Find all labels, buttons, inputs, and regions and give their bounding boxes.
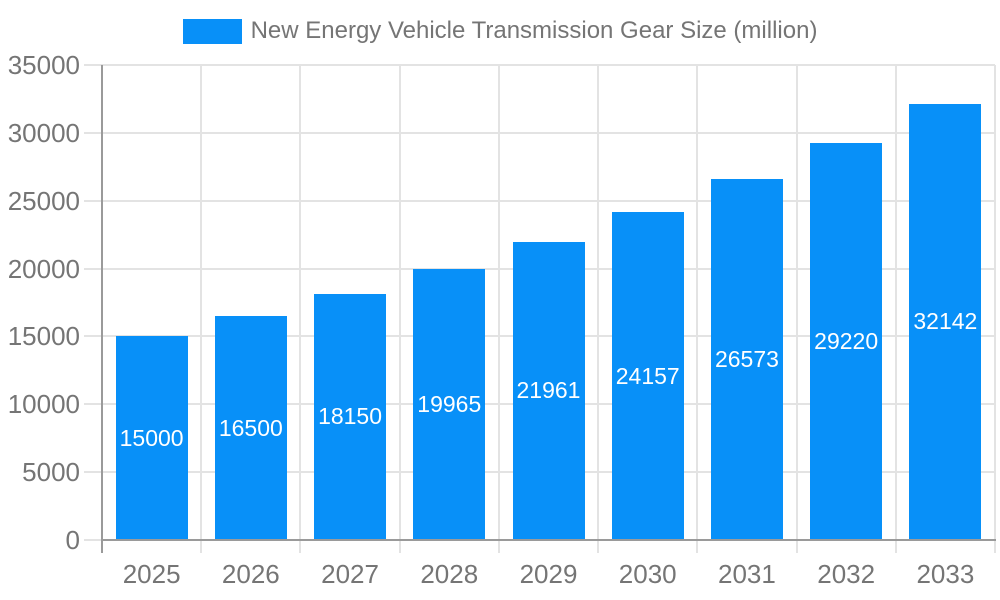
bar-2030: 24157 xyxy=(611,212,684,540)
x-axis-tick-label: 2027 xyxy=(321,559,379,589)
v-gridline xyxy=(994,65,996,553)
v-gridline xyxy=(200,65,203,553)
bar-2031: 26573 xyxy=(710,179,783,540)
x-axis-tick-label: 2025 xyxy=(122,559,181,589)
x-axis-tick-label: 2031 xyxy=(718,559,776,589)
v-gridline xyxy=(795,65,798,553)
h-gridline xyxy=(84,199,995,202)
bar-value-label: 29220 xyxy=(814,328,879,355)
bar-value-label: 24157 xyxy=(615,362,680,389)
v-gridline xyxy=(299,65,302,553)
legend-swatch-icon xyxy=(182,18,242,44)
x-axis-tick-label: 2026 xyxy=(221,559,280,589)
y-axis-tick-label: 15000 xyxy=(7,321,80,352)
y-axis-tick-label: 30000 xyxy=(7,117,80,148)
bar-value-label: 21961 xyxy=(516,377,581,404)
bar-2025: 15000 xyxy=(115,336,188,540)
bar-value-label: 32142 xyxy=(913,308,978,335)
v-gridline xyxy=(696,65,699,553)
y-axis-tick-label: 20000 xyxy=(7,253,80,284)
y-axis-tick-label: 25000 xyxy=(7,185,80,216)
x-axis-line xyxy=(101,539,996,541)
y-axis-tick-label: 0 xyxy=(65,525,80,555)
bar-2027: 18150 xyxy=(314,293,387,540)
bar-value-label: 26573 xyxy=(714,346,779,373)
h-gridline xyxy=(84,131,995,134)
v-gridline xyxy=(894,65,897,553)
bar-value-label: 19965 xyxy=(417,391,482,417)
h-gridline xyxy=(84,64,995,66)
bar-2032: 29220 xyxy=(810,143,883,540)
y-axis-tick-label: 35000 xyxy=(7,50,80,80)
y-axis-tick-label: 5000 xyxy=(22,457,80,488)
bar-2029: 21961 xyxy=(512,241,585,540)
legend-item[interactable]: New Energy Vehicle Transmission Gear Siz… xyxy=(0,17,1000,45)
legend-label: New Energy Vehicle Transmission Gear Siz… xyxy=(250,17,818,44)
bar-value-label: 15000 xyxy=(119,424,184,451)
bar-2026: 16500 xyxy=(214,316,287,540)
bar-2033: 32142 xyxy=(909,103,982,540)
x-axis-tick-label: 2029 xyxy=(519,559,578,589)
x-axis-tick-label: 2033 xyxy=(916,559,975,589)
x-axis-tick-label: 2028 xyxy=(420,559,479,589)
bar-value-label: 18150 xyxy=(318,403,383,430)
x-axis-tick-label: 2030 xyxy=(618,559,677,589)
y-axis-tick-label: 10000 xyxy=(7,389,80,420)
bar-value-label: 16500 xyxy=(218,414,283,441)
y-axis-line xyxy=(101,65,103,553)
v-gridline xyxy=(497,65,500,553)
v-gridline xyxy=(597,65,600,553)
v-gridline xyxy=(398,65,401,553)
bar-2028: 19965 xyxy=(413,269,486,540)
x-axis-tick-label: 2032 xyxy=(817,559,876,589)
